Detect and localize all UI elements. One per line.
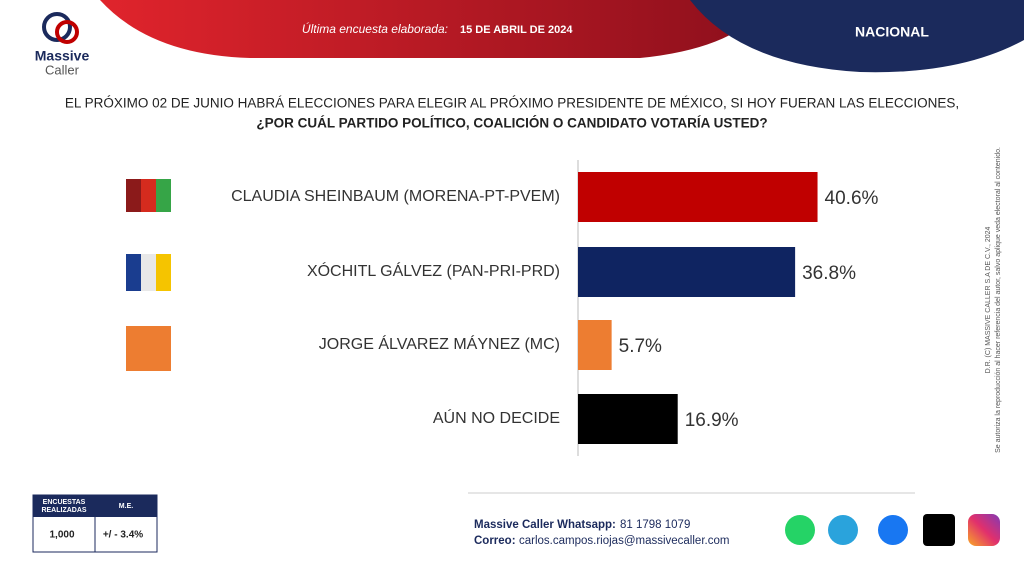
bar bbox=[578, 394, 678, 444]
logo: Massive Caller bbox=[35, 12, 90, 77]
category-label: JORGE ÁLVAREZ MÁYNEZ (MC) bbox=[319, 334, 560, 353]
whatsapp-number: 81 1798 1079 bbox=[620, 519, 690, 531]
bar bbox=[578, 320, 612, 370]
logo-prd bbox=[156, 254, 171, 291]
x-icon[interactable] bbox=[923, 514, 955, 546]
stats-table bbox=[32, 494, 158, 553]
table-header: M.E. bbox=[119, 503, 133, 510]
value-label: 5.7% bbox=[619, 336, 662, 357]
bar bbox=[578, 247, 796, 297]
logo-pan bbox=[126, 254, 141, 291]
bar bbox=[578, 172, 818, 222]
logo-mc bbox=[126, 326, 171, 371]
table-header: ENCUESTAS REALIZADAS bbox=[41, 499, 86, 514]
whatsapp-icon[interactable] bbox=[785, 515, 815, 545]
email: carlos.campos.riojas@massivecaller.com bbox=[519, 535, 729, 547]
instagram-icon[interactable] bbox=[968, 514, 1000, 546]
scope-band bbox=[690, 0, 1024, 73]
value-label: 40.6% bbox=[825, 188, 879, 209]
value-label: 36.8% bbox=[802, 263, 856, 284]
facebook-icon[interactable] bbox=[878, 515, 908, 545]
logo-morena bbox=[126, 179, 141, 212]
scope: NACIONAL bbox=[855, 24, 929, 40]
social-icons bbox=[785, 514, 1000, 546]
logo-pt bbox=[141, 179, 156, 212]
whatsapp-label: Massive Caller Whatsapp: bbox=[474, 519, 616, 531]
survey-date: 15 DE ABRIL DE 2024 bbox=[460, 24, 573, 36]
table-value: 1,000 bbox=[49, 530, 74, 541]
brand: Massive bbox=[35, 48, 90, 64]
brand: Caller bbox=[45, 62, 80, 77]
category-label: XÓCHITL GÁLVEZ (PAN-PRI-PRD) bbox=[307, 261, 560, 280]
category-label: AÚN NO DECIDE bbox=[433, 408, 560, 427]
category-label: CLAUDIA SHEINBAUM (MORENA-PT-PVEM) bbox=[231, 188, 560, 205]
email-label: Correo: bbox=[474, 535, 516, 547]
party-logos bbox=[126, 179, 171, 371]
chart-title: EL PRÓXIMO 02 DE JUNIO HABRÁ ELECCIONES … bbox=[65, 96, 959, 111]
permission: Se autoriza la reproducción al hacer ref… bbox=[995, 147, 1002, 453]
header-band bbox=[100, 0, 770, 58]
logo-pri bbox=[141, 254, 156, 291]
logo-ring bbox=[42, 12, 72, 42]
chart-subtitle: ¿POR CUÁL PARTIDO POLÍTICO, COALICIÓN O … bbox=[256, 116, 767, 131]
logo-pvem bbox=[156, 179, 171, 212]
logo-ring bbox=[55, 20, 79, 44]
telegram-icon[interactable] bbox=[828, 515, 858, 545]
copyright: D.R. (C) MASSIVE CALLER S.A DE C.V., 202… bbox=[985, 226, 992, 373]
value-label: 16.9% bbox=[685, 410, 739, 431]
table-header-bg bbox=[33, 495, 157, 517]
table-value: +/ - 3.4% bbox=[103, 530, 143, 541]
survey-label: Última encuesta elaborada: bbox=[302, 21, 448, 36]
